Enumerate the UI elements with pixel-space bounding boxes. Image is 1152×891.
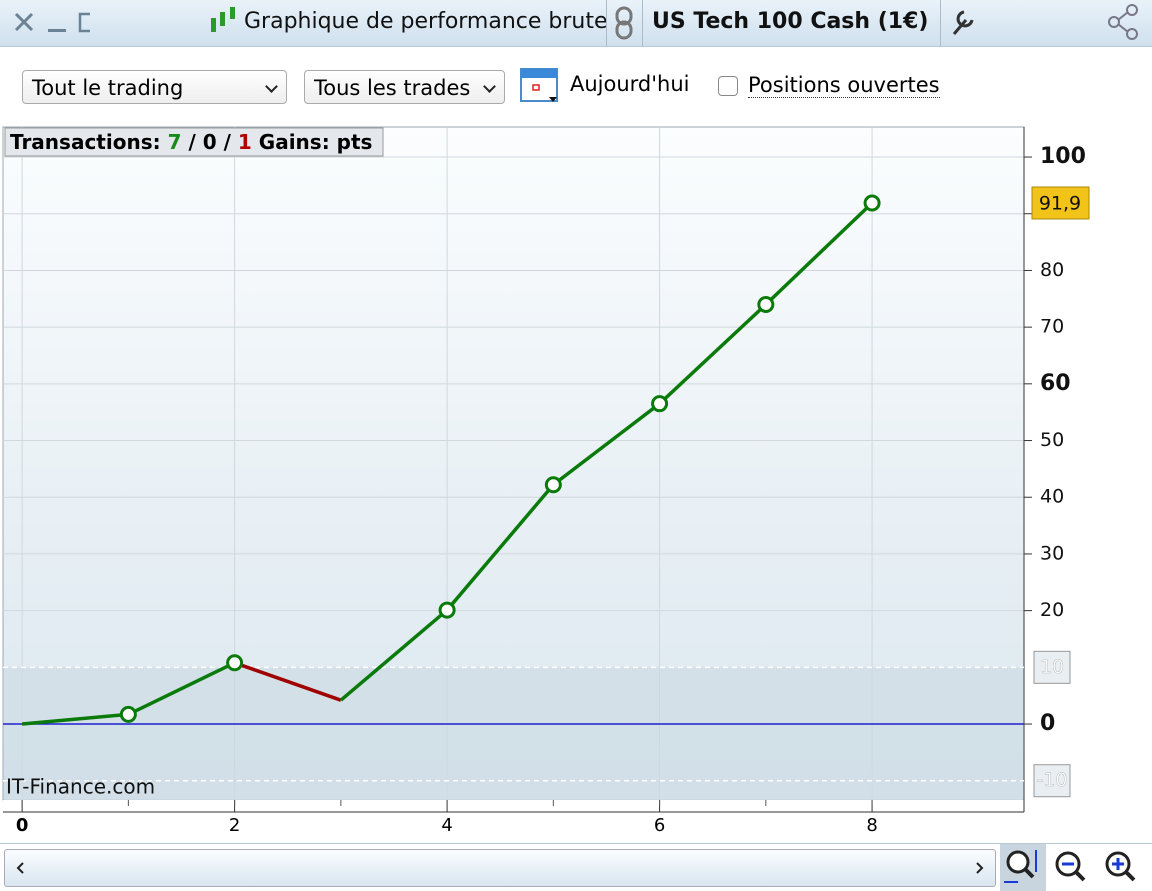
stats-losses: 1 [238, 130, 252, 154]
window-title: Graphique de performance brute [244, 9, 608, 34]
settings-icon[interactable] [948, 4, 978, 44]
reference-label: 10 [1040, 656, 1064, 678]
reference-label: -10 [1036, 769, 1067, 791]
y-tick-label: 40 [1040, 486, 1064, 508]
point [651, 395, 669, 413]
point [544, 476, 562, 494]
y-tick-label: 100 [1040, 144, 1086, 169]
reference-label-box [1033, 764, 1071, 798]
value-label-box [1031, 186, 1090, 220]
stats-label: Transactions: [10, 130, 161, 154]
title-bar: Graphique de performance brute US Tech 1… [0, 0, 1152, 47]
line-segment [21, 712, 129, 726]
watermark: IT-Finance.com [6, 775, 155, 799]
line-segment [234, 661, 342, 702]
line-segment [339, 608, 449, 702]
y-tick-label: 50 [1040, 429, 1064, 451]
reference-band [4, 667, 1023, 800]
scope-select[interactable]: Tout le trading [22, 70, 287, 104]
stats-text: Transactions: 7 / 0 / 1 Gains: pts [10, 130, 372, 154]
open-positions-label[interactable]: Positions ouvertes [748, 73, 940, 98]
point [438, 601, 456, 619]
trades-select[interactable]: Tous les trades [304, 70, 505, 104]
value-label: 91,9 [1039, 192, 1081, 214]
stats-gains: Gains: pts [259, 130, 373, 154]
x-axis-area [3, 800, 1024, 842]
link-icon[interactable] [612, 4, 636, 44]
y-tick-label: 20 [1040, 599, 1064, 621]
period-label[interactable]: Aujourd'hui [570, 72, 690, 96]
line-segment [764, 201, 874, 306]
y-tick-label: 80 [1040, 259, 1064, 281]
y-tick-label: 60 [1040, 371, 1071, 396]
open-positions-checkbox[interactable] [718, 76, 738, 96]
minimize-icon[interactable] [48, 29, 66, 32]
share-icon[interactable] [1106, 2, 1146, 42]
scrollbar[interactable] [4, 849, 996, 887]
scroll-arrows [16, 862, 984, 874]
line-segment [658, 303, 768, 405]
point [863, 194, 881, 212]
point [226, 654, 244, 672]
stats-wins: 7 [168, 130, 182, 154]
candle-icon [211, 7, 235, 32]
point [757, 295, 775, 313]
zoom-in[interactable] [1105, 851, 1136, 882]
bottom-bar [0, 843, 1152, 891]
zoom-out[interactable] [1055, 851, 1086, 882]
window-controls [14, 12, 90, 33]
line-segment [127, 661, 236, 716]
reference-label-box [1033, 650, 1071, 684]
stats-box: Transactions: 7 / 0 / 1 Gains: pts [4, 127, 384, 157]
y-tick-label: 0 [1040, 711, 1055, 736]
x-tick-label: 8 [866, 815, 877, 836]
calendar-icon[interactable] [519, 65, 561, 107]
x-tick-label: 4 [441, 815, 452, 836]
x-tick-label: 6 [654, 815, 665, 836]
point [119, 705, 137, 723]
zoom-tools [1000, 844, 1136, 891]
close-icon[interactable] [14, 12, 34, 32]
y-tick-label: 70 [1040, 316, 1064, 338]
x-tick-label: 2 [229, 815, 240, 836]
x-tick-label: 0 [16, 815, 29, 836]
maximize-icon[interactable] [78, 12, 90, 33]
line-segment [552, 402, 661, 487]
filter-bar: Tout le trading Tous les trades Aujourd'… [0, 47, 1152, 126]
instrument[interactable]: US Tech 100 Cash (1€) [652, 9, 929, 34]
line-segment [445, 483, 555, 612]
zoom-fit[interactable] [1004, 850, 1037, 883]
y-tick-label: 30 [1040, 542, 1064, 564]
stats-neutral: 0 [203, 130, 217, 154]
